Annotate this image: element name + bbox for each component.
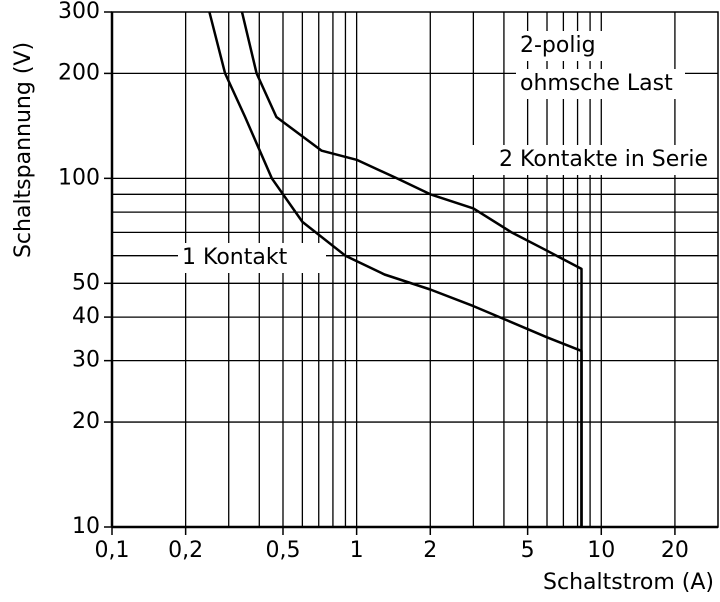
y-tick-label: 100 bbox=[58, 165, 100, 190]
x-tick-label: 1 bbox=[350, 538, 364, 563]
x-tick-label: 0,2 bbox=[168, 538, 203, 563]
series-line bbox=[240, 11, 583, 527]
label-bg bbox=[436, 145, 712, 175]
y-tick-label: 30 bbox=[72, 348, 100, 373]
y-tick-label: 20 bbox=[72, 409, 100, 434]
y-tick-label: 50 bbox=[72, 270, 100, 295]
x-tick-label: 0,5 bbox=[265, 538, 300, 563]
label-bg bbox=[178, 243, 326, 273]
y-tick-label: 200 bbox=[58, 60, 100, 85]
y-axis-label: Schaltspannung (V) bbox=[11, 42, 36, 258]
y-tick-label: 300 bbox=[58, 0, 100, 24]
annotation: ohmsche Last bbox=[520, 71, 673, 96]
x-axis-label: Schaltstrom (A) bbox=[543, 570, 714, 595]
x-tick-label: 2 bbox=[423, 538, 437, 563]
x-tick-label: 10 bbox=[587, 538, 615, 563]
y-tick-label: 40 bbox=[72, 304, 100, 329]
y-tick-label: 10 bbox=[72, 514, 100, 539]
series-line bbox=[208, 11, 583, 527]
annotation: 2-polig bbox=[520, 33, 596, 58]
x-tick-label: 20 bbox=[661, 538, 689, 563]
label-bg bbox=[516, 31, 624, 61]
annotation: 1 Kontakt bbox=[182, 245, 288, 270]
x-tick-label: 5 bbox=[521, 538, 535, 563]
annotation: 2 Kontakte in Serie bbox=[499, 147, 708, 172]
label-bg bbox=[516, 69, 685, 99]
x-tick-label: 0,1 bbox=[95, 538, 130, 563]
